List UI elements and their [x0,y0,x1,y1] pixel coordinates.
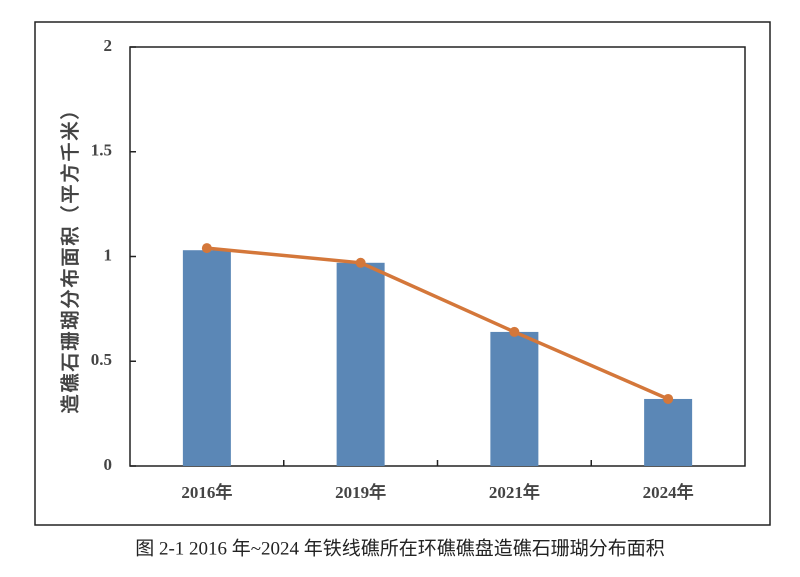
frame [34,21,771,526]
x-tick-label: 2021年 [489,482,540,502]
bar [182,250,231,466]
bar [644,398,693,466]
caption: 图 2-1 2016 年~2024 年铁线礁所在环礁礁盘造礁石珊瑚分布面积 [135,537,665,559]
y-axis-label: 造礁石珊瑚分布面积（平方千米） [58,98,81,413]
x-tick-label: 2024年 [643,482,694,502]
line-marker [509,326,520,337]
bar [336,262,385,466]
x-tick-label: 2019年 [335,482,386,502]
line [206,246,669,401]
y-tick-label: 0 [104,455,113,474]
x-tick-label: 2016年 [181,482,232,502]
bar [490,331,539,466]
line-marker [355,257,366,268]
line-marker [663,393,674,404]
y-tick-label: 2 [104,36,113,55]
plot-border [129,46,746,467]
y-tick-label: 1 [104,245,113,264]
y-tick-label: 0.5 [91,350,112,369]
line-marker [201,243,212,254]
y-tick-label: 1.5 [91,141,112,160]
